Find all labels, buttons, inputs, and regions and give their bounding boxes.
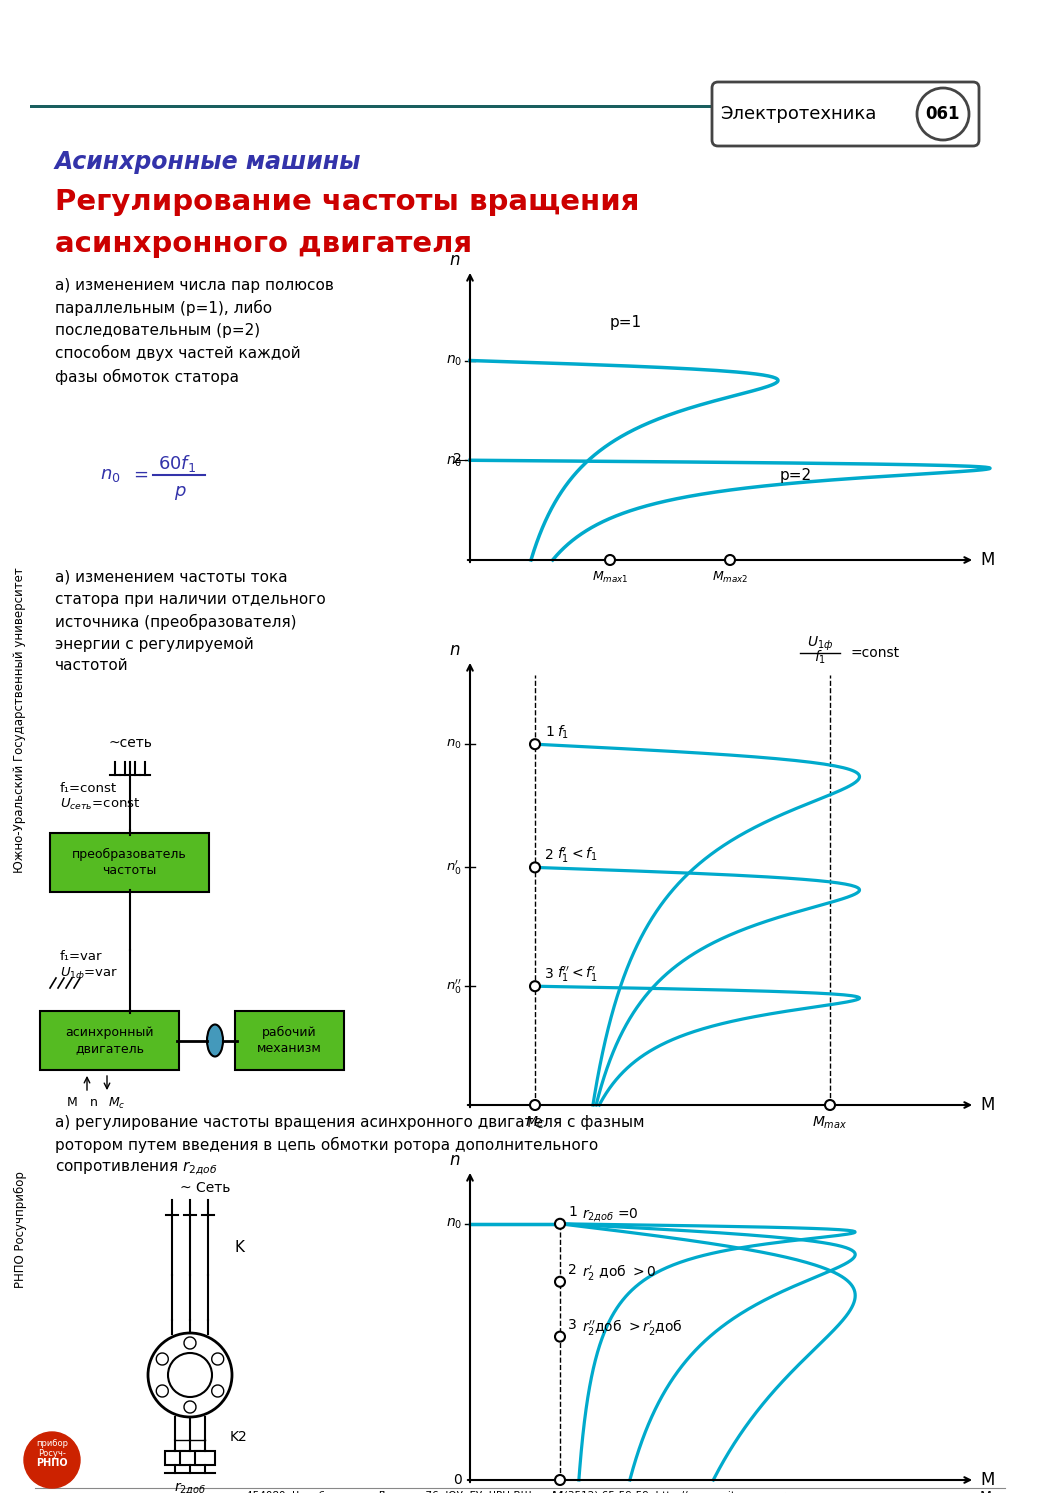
Text: преобразователь
частоты: преобразователь частоты xyxy=(72,848,187,876)
Text: p=2: p=2 xyxy=(780,469,812,484)
Text: K2: K2 xyxy=(230,1430,248,1444)
Text: $n_0$: $n_0$ xyxy=(100,466,120,484)
FancyBboxPatch shape xyxy=(235,1011,344,1070)
Text: $M_c$: $M_c$ xyxy=(108,1096,126,1111)
Text: $n_0'$: $n_0'$ xyxy=(446,858,462,876)
Text: $M_{max}$: $M_{max}$ xyxy=(813,1115,848,1132)
Text: $60f_1$: $60f_1$ xyxy=(158,452,196,473)
Text: M: M xyxy=(980,1096,994,1114)
FancyBboxPatch shape xyxy=(712,82,979,146)
Circle shape xyxy=(555,1277,565,1287)
Text: K: K xyxy=(235,1241,245,1256)
Text: f₁=const: f₁=const xyxy=(60,782,117,794)
Text: =: = xyxy=(133,466,148,484)
Text: 1: 1 xyxy=(568,1205,577,1218)
Circle shape xyxy=(148,1333,233,1417)
Text: 2: 2 xyxy=(454,452,462,466)
Text: рабочий
механизм: рабочий механизм xyxy=(257,1026,322,1056)
Text: $f_1$: $f_1$ xyxy=(814,649,826,666)
Text: $r_{2доб}$: $r_{2доб}$ xyxy=(174,1480,207,1493)
Text: $U_{сеть}$=const: $U_{сеть}$=const xyxy=(60,797,140,812)
Text: Электротехника: Электротехника xyxy=(719,105,876,122)
Circle shape xyxy=(24,1432,80,1489)
FancyBboxPatch shape xyxy=(180,1451,200,1465)
Text: $n_0''$: $n_0''$ xyxy=(446,978,462,996)
Circle shape xyxy=(168,1353,212,1397)
Text: 2: 2 xyxy=(545,848,553,863)
Text: ~сеть: ~сеть xyxy=(108,736,152,749)
Text: РНПО: РНПО xyxy=(36,1459,67,1468)
Text: асинхронного двигателя: асинхронного двигателя xyxy=(55,230,472,258)
Text: 061: 061 xyxy=(926,105,960,122)
Text: M: M xyxy=(66,1096,78,1109)
Circle shape xyxy=(825,1100,835,1109)
Text: Южно-Уральский Государственный университет: Южно-Уральский Государственный университ… xyxy=(13,567,27,873)
Text: $M_C$: $M_C$ xyxy=(524,1115,545,1132)
Text: 2: 2 xyxy=(568,1263,577,1277)
Text: f₁=var: f₁=var xyxy=(60,950,103,963)
Circle shape xyxy=(555,1332,565,1342)
Text: n: n xyxy=(449,1151,460,1169)
Text: p: p xyxy=(174,482,186,500)
Circle shape xyxy=(530,863,540,872)
Text: $U_{1ф}$: $U_{1ф}$ xyxy=(807,635,834,654)
Text: =const: =const xyxy=(850,646,899,660)
Text: 1: 1 xyxy=(545,726,554,739)
Text: $r_{2доб}$ =0: $r_{2доб}$ =0 xyxy=(582,1206,638,1224)
Text: $n_0$: $n_0$ xyxy=(446,738,462,751)
Circle shape xyxy=(530,739,540,749)
Text: M: M xyxy=(980,1471,994,1489)
Text: n: n xyxy=(90,1096,98,1109)
Text: n: n xyxy=(449,251,460,269)
Circle shape xyxy=(530,981,540,991)
Circle shape xyxy=(725,555,735,564)
Text: а) изменением частоты тока
статора при наличии отдельного
источника (преобразова: а) изменением частоты тока статора при н… xyxy=(55,570,326,673)
Circle shape xyxy=(605,555,614,564)
Text: Росуч-: Росуч- xyxy=(38,1448,66,1457)
Text: M: M xyxy=(980,1490,992,1493)
Text: n: n xyxy=(449,640,460,658)
FancyBboxPatch shape xyxy=(40,1011,179,1070)
Text: прибор: прибор xyxy=(36,1438,69,1448)
Text: 0: 0 xyxy=(454,1474,462,1487)
Text: Регулирование частоты вращения: Регулирование частоты вращения xyxy=(55,188,639,216)
Text: ~ Сеть: ~ Сеть xyxy=(180,1181,230,1194)
Text: $n_0$: $n_0$ xyxy=(445,1217,462,1232)
Text: а) изменением числа пар полюсов
параллельным (р=1), либо
последовательным (р=2)
: а) изменением числа пар полюсов параллел… xyxy=(55,278,334,385)
Text: РНПО Росучприбор: РНПО Росучприбор xyxy=(13,1172,27,1288)
Text: $f_1' < f_1$: $f_1' < f_1$ xyxy=(557,847,598,866)
Text: $f_1$: $f_1$ xyxy=(557,723,569,741)
Text: p=1: p=1 xyxy=(610,315,643,330)
FancyBboxPatch shape xyxy=(195,1451,215,1465)
Text: 3: 3 xyxy=(568,1318,577,1332)
Text: асинхронный
двигатель: асинхронный двигатель xyxy=(65,1026,154,1056)
FancyBboxPatch shape xyxy=(165,1451,185,1465)
Circle shape xyxy=(555,1475,565,1486)
Text: $n_0$: $n_0$ xyxy=(445,354,462,367)
Text: $n_0$: $n_0$ xyxy=(445,454,462,469)
FancyBboxPatch shape xyxy=(30,105,720,107)
Text: $M_C$: $M_C$ xyxy=(550,1490,570,1493)
Text: $r_2'$ доб $>0$: $r_2'$ доб $>0$ xyxy=(582,1262,657,1282)
Text: $M_{max2}$: $M_{max2}$ xyxy=(712,570,748,585)
Text: 3: 3 xyxy=(545,967,553,981)
Text: 454080, Челябинск, пр. Ленина, 76, ЮУрГУ, ЧРЦ ВШ, тел. (3512) 65-59-59, http://w: 454080, Челябинск, пр. Ленина, 76, ЮУрГУ… xyxy=(246,1492,792,1493)
Circle shape xyxy=(555,1218,565,1229)
FancyBboxPatch shape xyxy=(50,833,209,891)
Text: M: M xyxy=(980,551,994,569)
Text: $M_{max1}$: $M_{max1}$ xyxy=(592,570,628,585)
Text: $r_2''$доб $>r_2'$доб: $r_2''$доб $>r_2'$доб xyxy=(582,1317,683,1336)
Text: $f_1''< f_1'$: $f_1''< f_1'$ xyxy=(557,964,598,984)
Ellipse shape xyxy=(207,1024,223,1057)
Text: Асинхронные машины: Асинхронные машины xyxy=(55,149,361,175)
Text: а) регулирование частоты вращения асинхронного двигателя с фазным
ротором путем : а) регулирование частоты вращения асинхр… xyxy=(55,1115,645,1176)
Circle shape xyxy=(530,1100,540,1109)
Circle shape xyxy=(917,88,969,140)
Text: $U_{1ф}$=var: $U_{1ф}$=var xyxy=(60,964,118,982)
